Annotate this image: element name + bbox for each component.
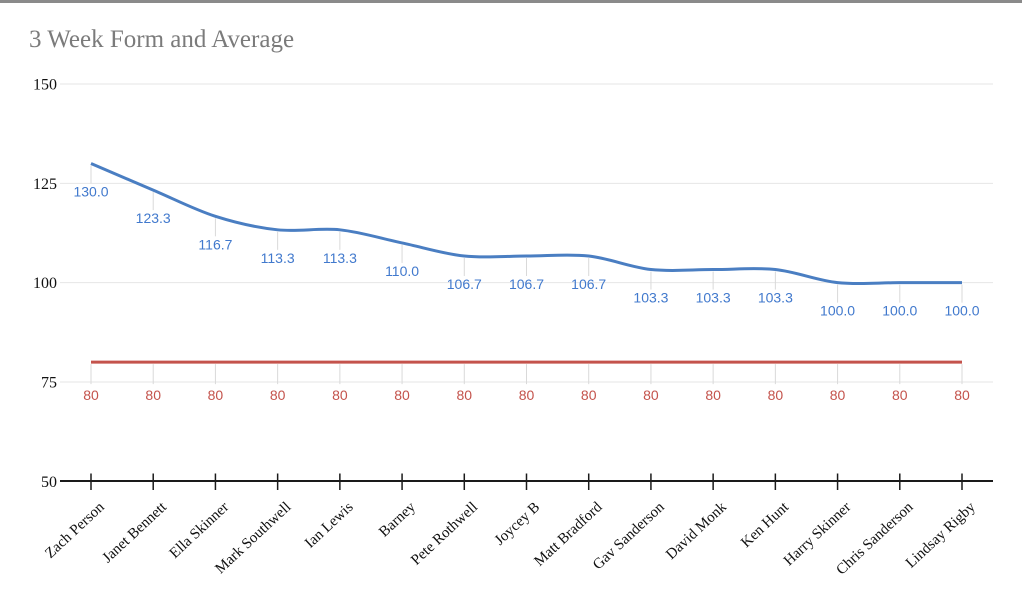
x-axis-label: Janet Bennett: [100, 499, 171, 567]
x-axis-label: Pete Rothwell: [408, 499, 481, 568]
annotation-label-average: 80: [581, 387, 597, 403]
x-axis-label: Ian Lewis: [302, 499, 357, 551]
annotation-label-form: 106.7: [571, 276, 606, 292]
annotation-label-form: 116.7: [198, 236, 232, 252]
annotation-label-form: 113.3: [323, 250, 357, 266]
y-axis-label: 150: [33, 77, 57, 94]
annotation-label-average: 80: [768, 387, 784, 403]
annotation-label-form: 100.0: [882, 303, 917, 319]
y-axis-label: 50: [41, 474, 57, 491]
annotation-label-average: 80: [457, 387, 473, 403]
x-axis-label: Zach Person: [42, 499, 108, 562]
annotation-label-form: 130.0: [73, 183, 108, 199]
series-form-line: [90, 162, 962, 286]
annotation-label-form: 110.0: [385, 263, 419, 279]
annotation-label-form: 103.3: [633, 290, 668, 306]
annotation-label-form: 100.0: [944, 303, 979, 319]
annotation-label-average: 80: [705, 387, 721, 403]
x-axis-label: Ella Skinner: [167, 499, 232, 562]
annotation-label-average: 80: [892, 387, 908, 403]
annotation-label-average: 80: [208, 387, 224, 403]
annotation-label-average: 80: [394, 387, 410, 403]
annotation-label-average: 80: [145, 387, 161, 403]
y-axis-label: 75: [41, 375, 57, 392]
x-axis-label: Ken Hunt: [738, 499, 792, 551]
annotation-label-average: 80: [519, 387, 535, 403]
annotation-label-form: 103.3: [758, 290, 793, 306]
y-axis-label: 100: [33, 275, 57, 292]
annotation-label-average: 80: [270, 387, 286, 403]
annotation-label-form: 106.7: [509, 276, 544, 292]
chart-title: 3 Week Form and Average: [29, 26, 295, 53]
x-axis-label: Barney: [376, 499, 419, 541]
annotation-label-average: 80: [830, 387, 846, 403]
x-axis-label: Joycey B: [492, 499, 543, 548]
annotation-label-form: 106.7: [447, 276, 482, 292]
annotation-label-form: 100.0: [820, 303, 855, 319]
annotation-label-average: 80: [954, 387, 970, 403]
top-border: [0, 0, 1022, 3]
annotation-label-average: 80: [332, 387, 348, 403]
annotation-label-average: 80: [83, 387, 99, 403]
annotation-label-form: 123.3: [136, 210, 171, 226]
y-axis-label: 125: [33, 176, 57, 193]
annotation-label-form: 103.3: [696, 290, 731, 306]
annotation-label-form: 113.3: [261, 250, 295, 266]
x-axis-label: David Monk: [663, 499, 730, 563]
annotation-label-average: 80: [643, 387, 659, 403]
